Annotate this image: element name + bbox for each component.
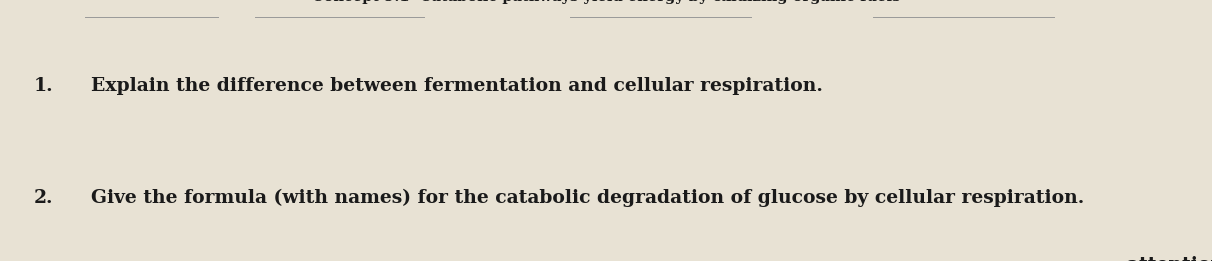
Text: attention to: attention to — [1127, 256, 1212, 261]
Text: Explain the difference between fermentation and cellular respiration.: Explain the difference between fermentat… — [91, 77, 823, 95]
Text: Give the formula (with names) for the catabolic degradation of glucose by cellul: Give the formula (with names) for the ca… — [91, 189, 1085, 207]
Text: Concept 9.1  Catabolic pathways yield energy by oxidizing organic fuels: Concept 9.1 Catabolic pathways yield ene… — [311, 0, 901, 4]
Text: 2.: 2. — [34, 189, 53, 207]
Text: 1.: 1. — [34, 77, 53, 95]
